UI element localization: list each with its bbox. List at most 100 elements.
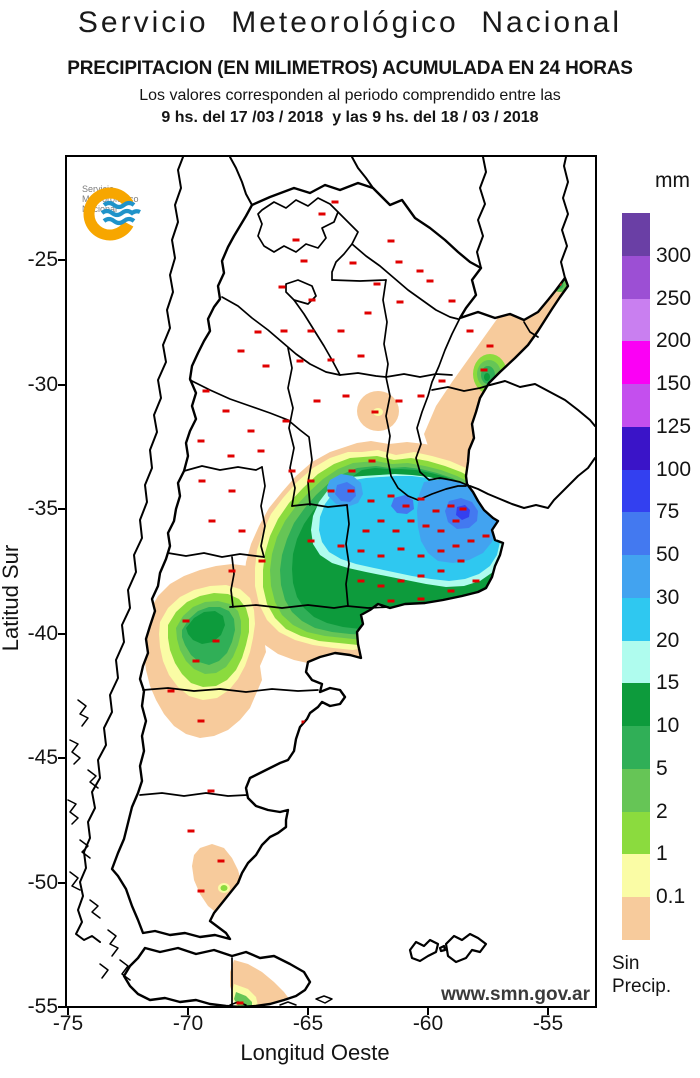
legend-color-segment (622, 683, 650, 727)
map-boundaries (67, 157, 595, 1006)
station-marker (437, 569, 445, 573)
y-tick-mark (58, 508, 65, 510)
precip-region (484, 373, 490, 381)
legend-color-segment (622, 426, 650, 471)
x-tick-label: -55 (532, 1012, 564, 1035)
station-marker (417, 597, 425, 601)
malvinas-islands (408, 932, 488, 964)
legend-value-label: 5 (656, 756, 668, 780)
station-marker (482, 534, 490, 538)
y-tick-label: -25 (27, 248, 58, 271)
legend-value-label: 1 (656, 842, 668, 866)
station-marker (357, 579, 365, 583)
legend-color-segment (622, 512, 650, 556)
station-marker (364, 311, 372, 315)
station-marker (296, 359, 304, 363)
station-marker (387, 494, 395, 498)
legend-value-label: 250 (656, 286, 692, 310)
y-tick-label: -40 (27, 622, 58, 645)
station-marker (197, 439, 205, 443)
legend-no-precip-label: Sin (612, 953, 640, 974)
legend-value-label: 20 (656, 628, 680, 652)
station-marker (192, 659, 200, 663)
station-marker (377, 554, 385, 558)
station-marker (447, 589, 455, 593)
station-marker (357, 549, 365, 553)
station-marker (280, 329, 288, 333)
legend-color-segment (622, 298, 650, 342)
station-marker (407, 519, 415, 523)
page-title: Servicio Meteorológico Nacional (77, 6, 623, 39)
tierra-del-fuego-outline (122, 946, 312, 1006)
y-tick-mark (58, 757, 65, 759)
station-marker (377, 584, 385, 588)
logo-caption-line: Meteorológico (82, 194, 139, 204)
legend-value-label: 75 (656, 500, 680, 524)
logo-caption-line: Servicio (82, 184, 115, 194)
station-marker (396, 300, 404, 304)
station-marker (362, 529, 370, 533)
station-marker (197, 889, 205, 893)
neighbor-country-borders (229, 157, 595, 509)
x-tick-label: -65 (292, 1012, 324, 1035)
station-marker (347, 489, 355, 493)
precip-region (335, 482, 356, 502)
precip-region (192, 844, 244, 916)
station-marker (238, 529, 246, 533)
station-marker (236, 1001, 244, 1005)
chile-fjord-islands (67, 699, 333, 1006)
station-marker (452, 544, 460, 548)
station-marker (197, 719, 205, 723)
station-marker (307, 539, 315, 543)
station-marker (257, 449, 265, 453)
station-marker (208, 519, 216, 523)
station-marker (307, 329, 315, 333)
y-tick-label: -30 (27, 373, 58, 396)
station-marker (228, 569, 236, 573)
station-marker (387, 239, 395, 243)
station-marker (438, 379, 446, 383)
legend-value-label: 150 (656, 372, 692, 396)
legend-color-segment (622, 213, 650, 257)
map-plot-area: Servicio Meteorológico Nacional (65, 155, 597, 1008)
station-marker (517, 299, 525, 303)
station-marker (337, 544, 345, 548)
station-marker (486, 344, 494, 348)
station-marker (417, 554, 425, 558)
paraguay-river (476, 157, 487, 269)
legend-color-segment (622, 768, 650, 813)
station-marker (457, 559, 465, 563)
y-tick-label: -55 (27, 995, 58, 1018)
station-marker (392, 529, 400, 533)
legend-value-label: 200 (656, 329, 692, 353)
station-marker (262, 364, 270, 368)
station-marker (397, 547, 405, 551)
station-marker (357, 354, 365, 358)
station-marker (395, 399, 403, 403)
legend-no-precip-label: Precip. (612, 976, 672, 997)
legend-color-segment (622, 555, 650, 599)
station-marker (417, 497, 425, 501)
station-marker (331, 200, 339, 204)
station-marker (247, 429, 255, 433)
period-line-1: Los valores corresponden al periodo comp… (139, 87, 561, 104)
station-marker (254, 330, 262, 334)
station-marker (395, 260, 403, 264)
station-marker (222, 409, 230, 413)
y-tick-mark (58, 259, 65, 261)
station-marker (308, 298, 316, 302)
legend-color-segment (622, 384, 650, 428)
legend-color-segment (622, 726, 650, 770)
legend-color-segment (622, 897, 650, 941)
x-tick-mark (187, 1008, 189, 1015)
legend-color-segment (622, 341, 650, 385)
legend-color-segment (622, 597, 650, 642)
station-marker (217, 859, 225, 863)
station-marker (397, 579, 405, 583)
station-marker (278, 285, 286, 289)
station-marker (282, 419, 290, 423)
period-line-2: 9 hs. del 17 /03 / 2018 y las 9 hs. del … (161, 109, 539, 126)
station-marker (307, 479, 315, 483)
y-tick-mark (58, 633, 65, 635)
argentina-precipitation-map (67, 157, 595, 1006)
